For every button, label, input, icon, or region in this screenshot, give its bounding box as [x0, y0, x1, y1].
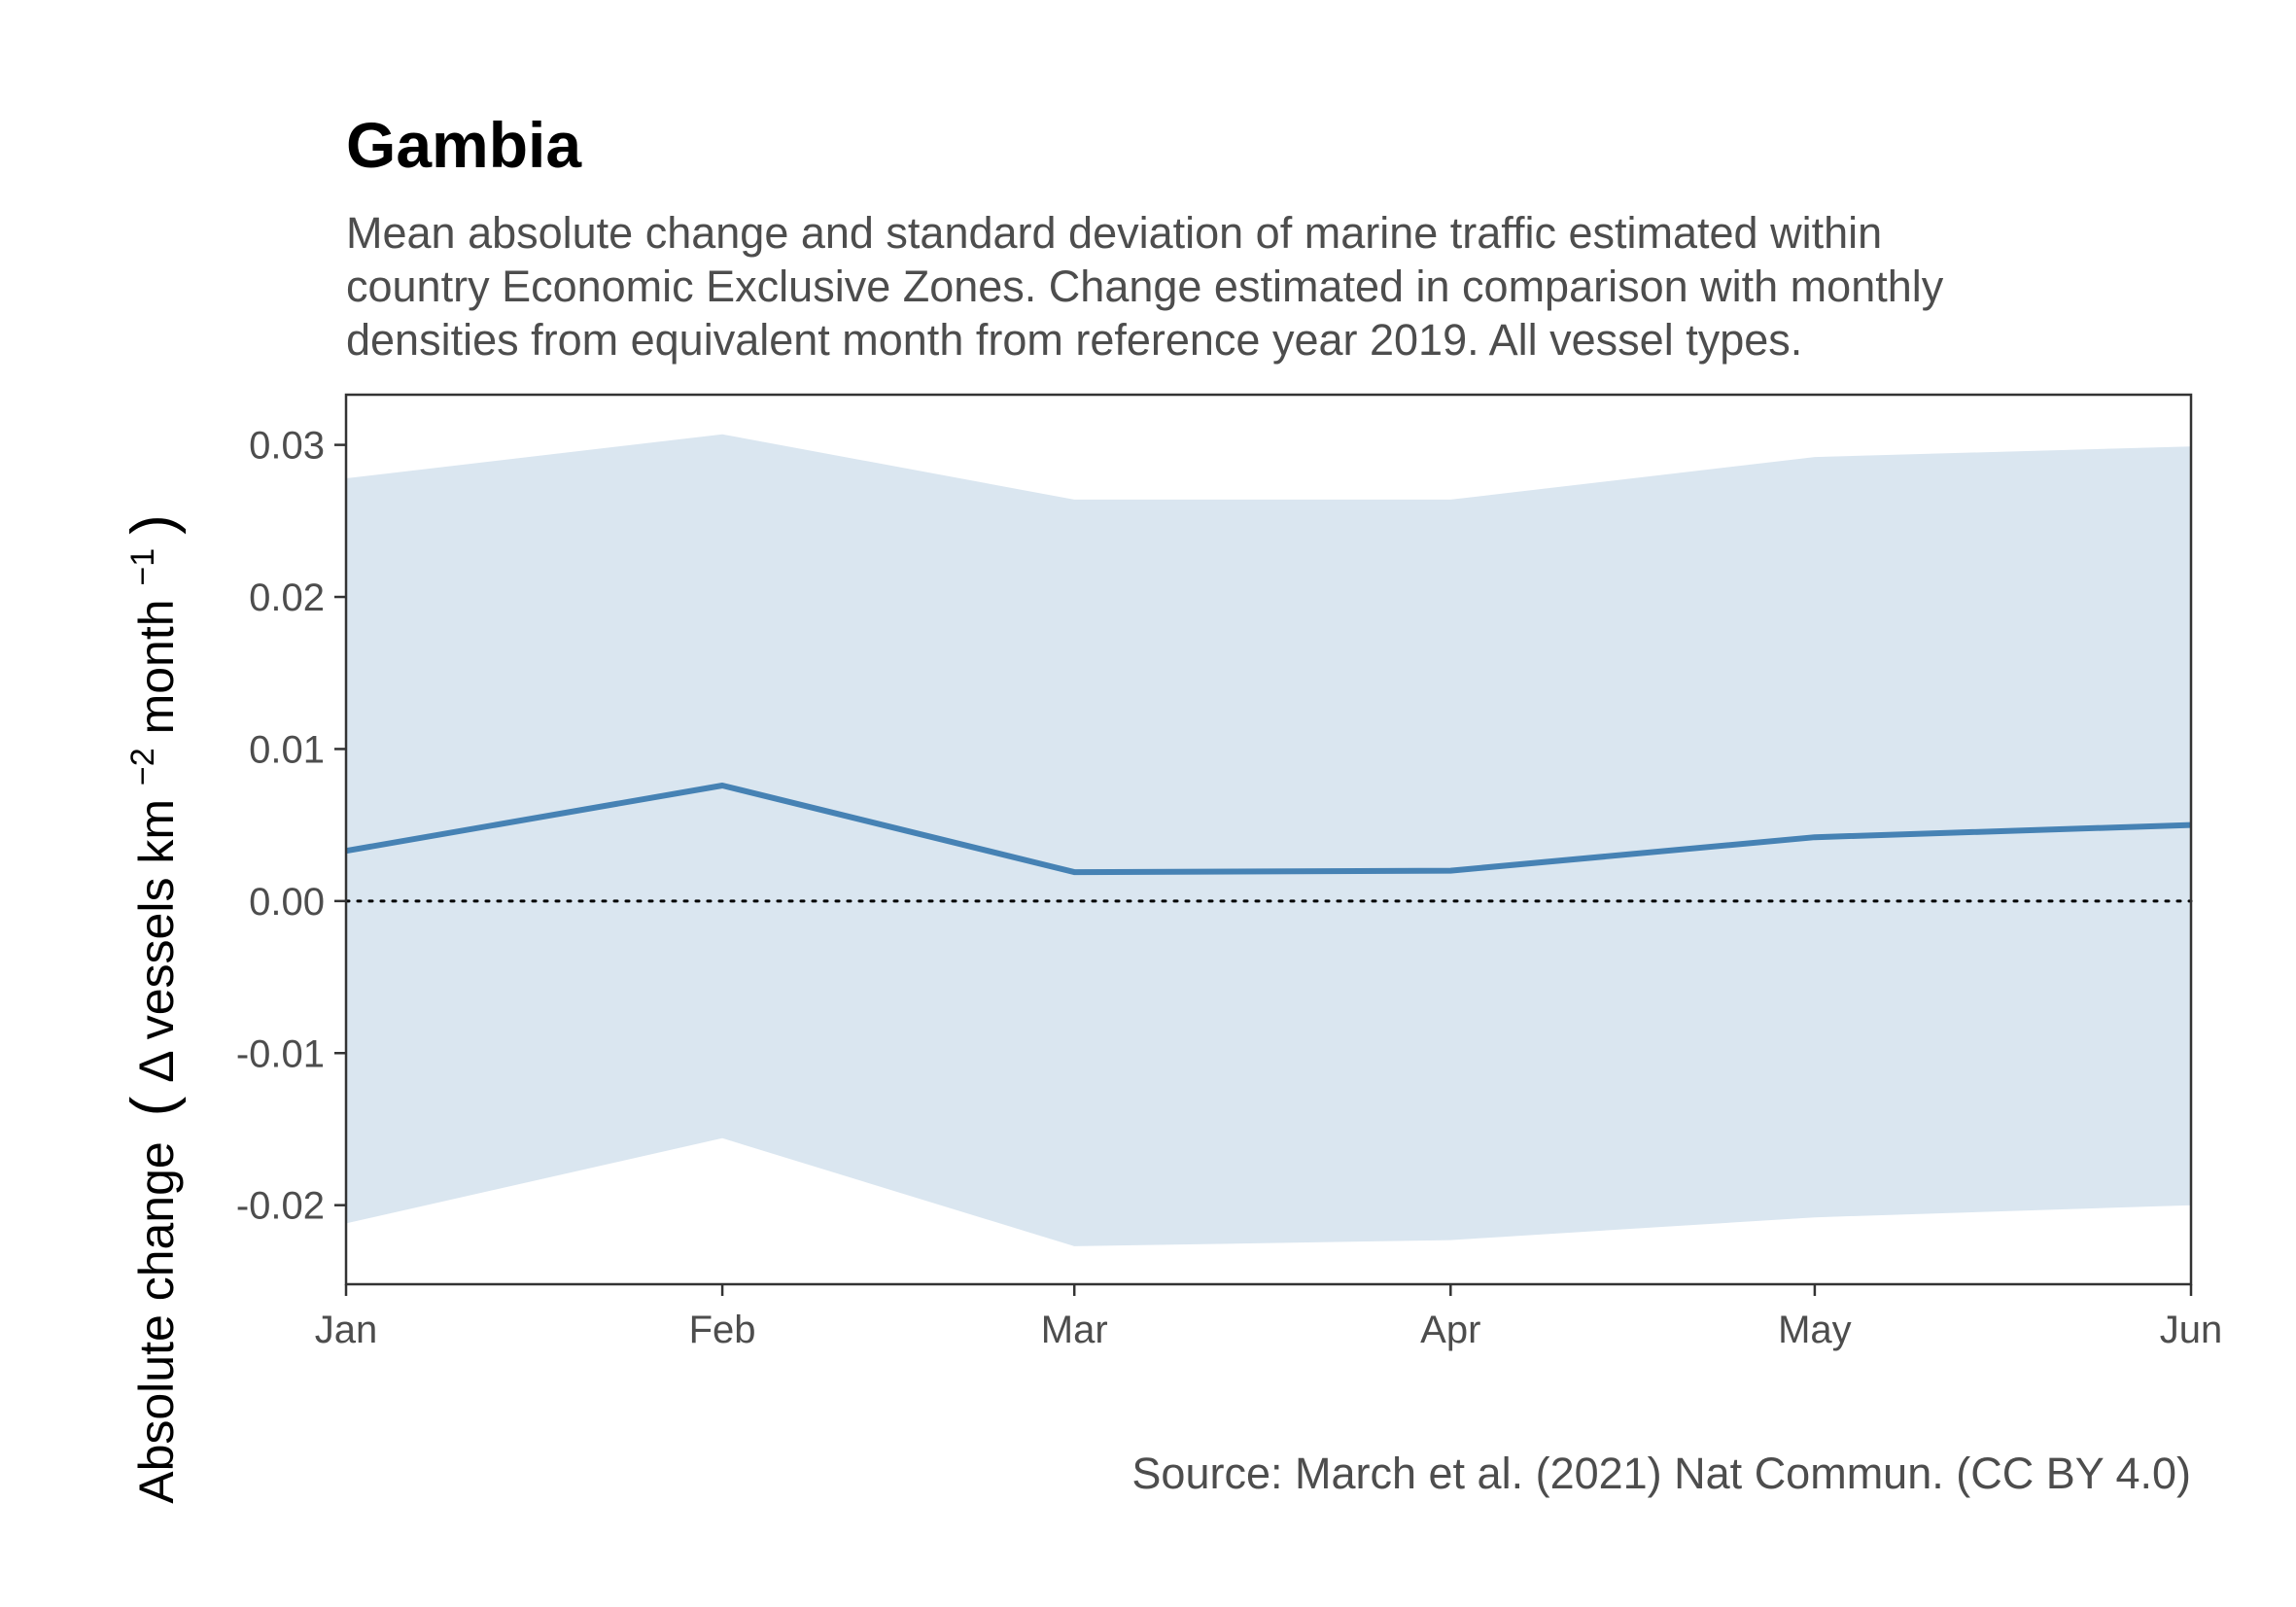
y-axis-title-paren-open: (: [120, 1096, 187, 1116]
chart-subtitle-line-1: Mean absolute change and standard deviat…: [346, 208, 1882, 258]
y-axis-title-sup-a: −2: [124, 748, 161, 786]
chart-caption: Source: March et al. (2021) Nat Commun. …: [1131, 1449, 2191, 1498]
chart-subtitle-line-3: densities from equivalent month from ref…: [346, 315, 1802, 365]
y-axis-title-unit-a: vessels km: [129, 799, 184, 1039]
plot-area: -0.02 -0.01 0.00 0.01 0.02 0.03 Jan Feb Mar Apr Ma…: [236, 393, 2223, 1351]
y-tick-label: 0.01: [249, 728, 325, 771]
x-tick-label: Jan: [315, 1309, 378, 1351]
x-tick-label: Apr: [1420, 1309, 1480, 1351]
x-tick-label: May: [1778, 1309, 1852, 1351]
y-tick-label: 0.00: [249, 881, 325, 924]
chart-subtitle-line-2: country Economic Exclusive Zones. Change…: [346, 262, 1944, 311]
y-tick-label: -0.01: [236, 1032, 325, 1075]
y-tick-label: -0.02: [236, 1185, 325, 1228]
x-tick-label: Jun: [2160, 1309, 2223, 1351]
y-tick-label: 0.02: [249, 576, 325, 619]
sd-band: [346, 434, 2191, 1246]
y-axis-title-delta: Δ: [129, 1052, 184, 1083]
y-axis-title-sup-b: −1: [124, 548, 161, 586]
plot-frame: [344, 393, 2193, 1286]
chart-title: Gambia: [346, 109, 582, 181]
y-tick-label: 0.03: [249, 425, 325, 468]
y-axis-title-paren-close: ): [120, 514, 187, 535]
y-axis-title: Absolute change ( Δ vessels km −2 month …: [110, 514, 187, 1504]
x-tick-label: Mar: [1041, 1309, 1108, 1351]
mean-change-line: [345, 783, 2192, 876]
y-axis-title-main: Absolute change: [129, 1141, 184, 1504]
y-axis-title-unit-b: month: [129, 599, 184, 734]
x-tick-label: Feb: [689, 1309, 756, 1351]
